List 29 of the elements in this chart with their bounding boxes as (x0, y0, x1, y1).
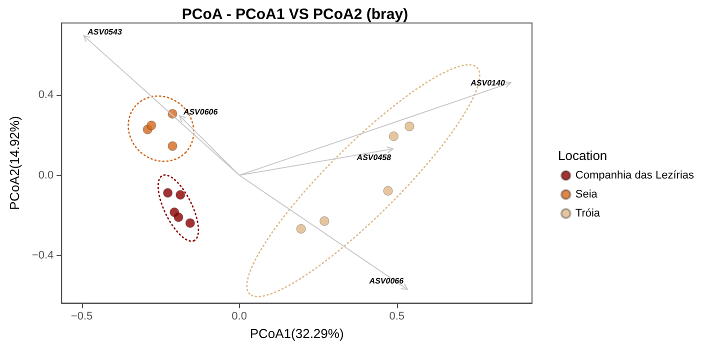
point (146, 120, 156, 130)
legend-label: Seia (575, 188, 598, 200)
x-tick-label: −0.5 (70, 310, 93, 323)
point (174, 212, 184, 222)
x-tick-label: 0.0 (232, 310, 247, 323)
x-tick-label: 0.5 (389, 310, 404, 323)
point (163, 188, 173, 198)
y-axis-title: PCoA2(14.92%) (7, 116, 22, 210)
annotation: ASV0606 (182, 108, 218, 117)
annotation: ASV0543 (86, 28, 122, 37)
x-axis-title: PCoA1(32.29%) (250, 326, 344, 341)
point (383, 186, 393, 196)
y-tick-label: −0.4 (32, 249, 54, 262)
annotation: ASV0140 (470, 78, 506, 88)
point (185, 218, 195, 228)
y-tick-label: 0.4 (38, 89, 54, 102)
legend-title: Location (558, 148, 608, 163)
point (320, 216, 330, 226)
point (388, 131, 398, 142)
y-tick-label: 0.0 (38, 169, 54, 182)
chart-title: PCoA - PCoA1 VS PCoA2 (bray) (182, 6, 408, 23)
point (404, 122, 414, 132)
annotation: ASV0066 (368, 276, 404, 286)
legend-label: Tróia (575, 208, 601, 220)
point (168, 141, 178, 151)
point (176, 190, 186, 200)
annotation: ASV0458 (356, 152, 392, 162)
point (296, 224, 306, 234)
legend-label: Companhia das Lezírias (575, 170, 694, 182)
